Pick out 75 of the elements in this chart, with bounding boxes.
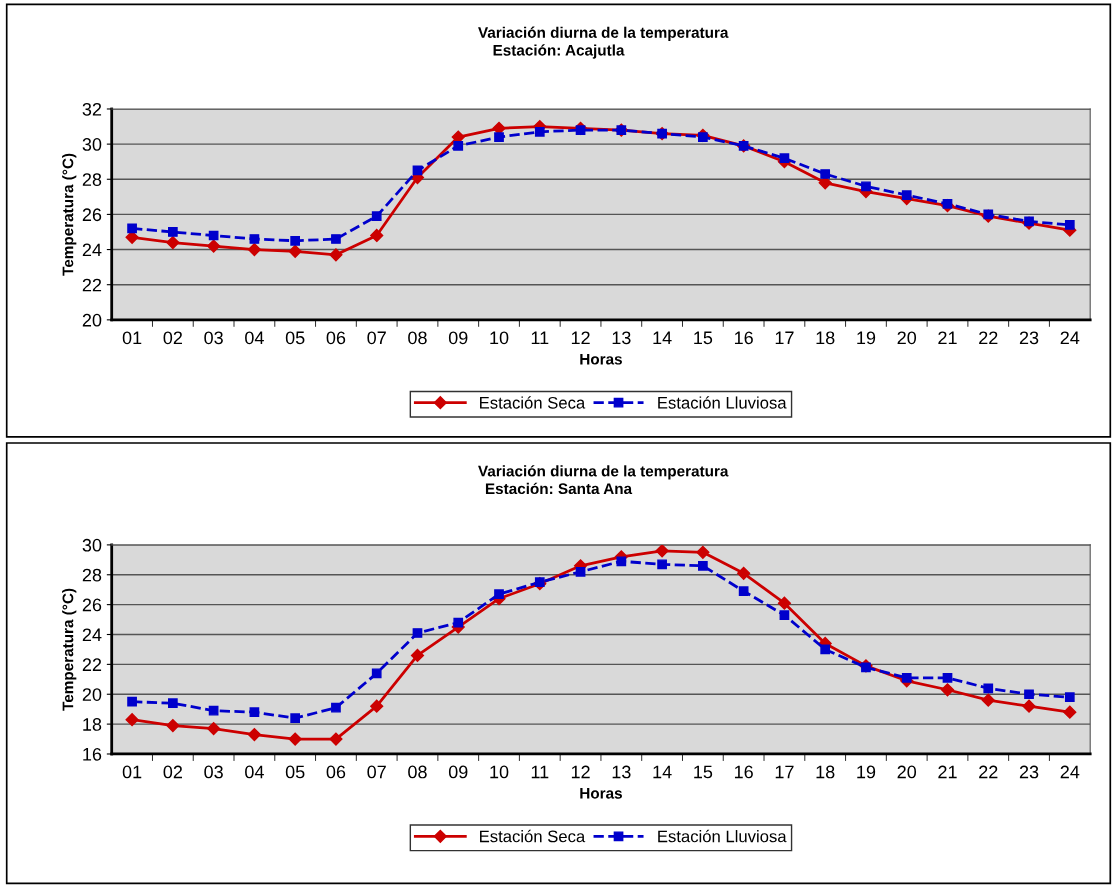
x-tick-label: 22 xyxy=(979,331,998,345)
x-tick-label: 16 xyxy=(734,331,753,345)
chart-title: Variación diurna de la temperatura xyxy=(478,26,729,41)
x-axis-title: Horas xyxy=(580,353,622,365)
x-tick-label: 08 xyxy=(408,331,427,345)
x-tick-label: 21 xyxy=(938,331,957,345)
x-tick-label: 14 xyxy=(653,331,672,345)
y-tick-label: 24 xyxy=(82,628,102,642)
x-tick-label: 24 xyxy=(1060,331,1080,345)
y-tick-label: 28 xyxy=(82,173,102,186)
x-tick-label: 15 xyxy=(694,765,713,779)
legend-label: Estación Lluviosa xyxy=(658,396,787,409)
x-axis-title: Horas xyxy=(580,788,622,799)
x-tick-label: 13 xyxy=(612,765,631,779)
x-tick-label: 13 xyxy=(612,331,631,345)
x-tick-label: 11 xyxy=(531,331,549,345)
x-tick-label: 04 xyxy=(245,765,264,779)
y-axis-title: Temperatura (°C) xyxy=(62,588,77,711)
x-tick-label: 03 xyxy=(204,331,223,345)
y-tick-label: 24 xyxy=(82,243,102,257)
x-tick-label: 06 xyxy=(326,331,346,345)
x-tick-label: 12 xyxy=(571,765,590,779)
y-tick-label: 26 xyxy=(82,598,102,612)
y-tick-label: 30 xyxy=(82,538,102,552)
x-tick-label: 07 xyxy=(367,765,386,779)
y-tick-label: 32 xyxy=(82,102,102,116)
x-tick-label: 15 xyxy=(694,331,713,345)
x-tick-label: 11 xyxy=(531,765,549,779)
y-tick-label: 16 xyxy=(83,747,102,761)
x-tick-label: 23 xyxy=(1019,765,1039,779)
x-tick-label: 22 xyxy=(979,765,998,779)
x-tick-label: 02 xyxy=(163,765,182,779)
x-tick-label: 10 xyxy=(490,765,509,779)
x-tick-label: 19 xyxy=(857,765,876,779)
y-tick-label: 20 xyxy=(82,688,102,701)
y-tick-label: 22 xyxy=(82,278,102,292)
y-tick-label: 18 xyxy=(83,718,102,731)
y-axis-title: Temperatura (°C) xyxy=(62,153,77,276)
y-tick-label: 26 xyxy=(82,208,102,222)
x-tick-label: 05 xyxy=(285,331,305,345)
x-tick-label: 24 xyxy=(1060,765,1080,779)
x-tick-label: 09 xyxy=(448,765,468,779)
x-tick-label: 19 xyxy=(857,331,876,345)
y-tick-label: 22 xyxy=(82,658,102,671)
y-tick-label: 28 xyxy=(82,568,102,582)
x-tick-label: 17 xyxy=(775,331,794,345)
x-tick-label: 18 xyxy=(816,765,835,779)
chart-subtitle: Estación: Santa Ana xyxy=(485,482,633,495)
x-tick-label: 01 xyxy=(122,331,142,345)
legend-label: Estación Seca xyxy=(480,829,586,843)
x-tick-label: 08 xyxy=(408,765,427,779)
x-tick-label: 02 xyxy=(163,331,182,345)
x-tick-label: 04 xyxy=(245,331,264,345)
x-tick-label: 07 xyxy=(367,331,386,345)
x-tick-label: 14 xyxy=(653,765,672,779)
x-tick-label: 16 xyxy=(734,765,753,779)
y-tick-label: 20 xyxy=(82,313,102,327)
chart-subtitle: Estación: Acajutla xyxy=(493,44,625,59)
x-tick-label: 06 xyxy=(326,765,346,779)
x-tick-label: 05 xyxy=(285,765,305,779)
x-tick-label: 01 xyxy=(122,765,142,779)
x-tick-label: 03 xyxy=(204,765,223,779)
x-tick-label: 17 xyxy=(775,765,794,779)
chart-title: Variación diurna de la temperatura xyxy=(478,465,729,480)
x-tick-label: 23 xyxy=(1019,331,1039,345)
x-tick-label: 21 xyxy=(938,765,957,779)
x-tick-label: 20 xyxy=(897,765,917,779)
x-tick-label: 10 xyxy=(490,331,509,345)
legend-label: Estación Seca xyxy=(480,396,586,409)
x-tick-label: 20 xyxy=(897,331,917,345)
x-tick-label: 18 xyxy=(816,331,835,345)
x-tick-label: 09 xyxy=(448,331,468,345)
legend-label: Estación Lluviosa xyxy=(658,829,787,843)
y-tick-label: 30 xyxy=(82,138,102,151)
x-tick-label: 12 xyxy=(571,331,590,345)
